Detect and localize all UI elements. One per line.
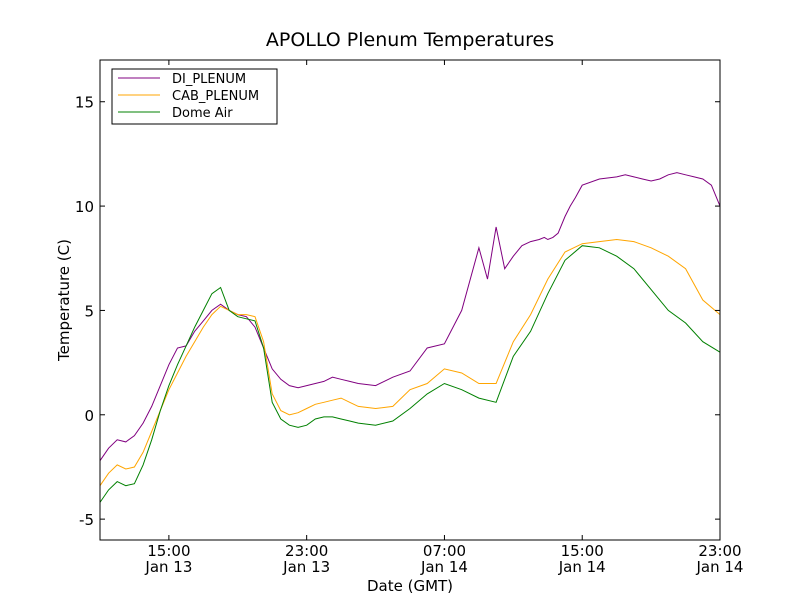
series-line-di-plenum (99, 172, 721, 461)
x-tick-label-time: 15:00 (561, 542, 604, 560)
y-tick-label: 5 (84, 302, 94, 320)
x-tick-label-time: 15:00 (147, 542, 190, 560)
plot-frame (99, 59, 721, 541)
legend-label: DI_PLENUM (172, 72, 246, 87)
x-tick-label-time: 07:00 (423, 542, 466, 560)
y-tick-label: 15 (75, 94, 94, 112)
x-tick-label-date: Jan 14 (420, 558, 468, 576)
y-tick-label: 0 (84, 407, 94, 425)
legend-label: CAB_PLENUM (172, 89, 259, 104)
chart-title: APOLLO Plenum Temperatures (266, 29, 554, 51)
x-tick-label-date: Jan 14 (696, 558, 744, 576)
legend: DI_PLENUM CAB_PLENUM Dome Air (111, 68, 278, 125)
x-tick-label-date: Jan 13 (282, 558, 330, 576)
x-tick-label-date: Jan 14 (558, 558, 606, 576)
series-line-dome-air (99, 245, 721, 503)
series-line-cab-plenum (99, 238, 721, 486)
y-tick-label: 10 (75, 198, 94, 216)
x-tick-label-date: Jan 13 (144, 558, 192, 576)
x-axis-label: Date (GMT) (367, 577, 453, 595)
x-tick-label-time: 23:00 (285, 542, 328, 560)
y-axis-label: Temperature (C) (55, 239, 73, 362)
legend-label: Dome Air (172, 106, 233, 121)
x-tick-label-time: 23:00 (698, 542, 741, 560)
y-tick-label: -5 (79, 511, 94, 529)
